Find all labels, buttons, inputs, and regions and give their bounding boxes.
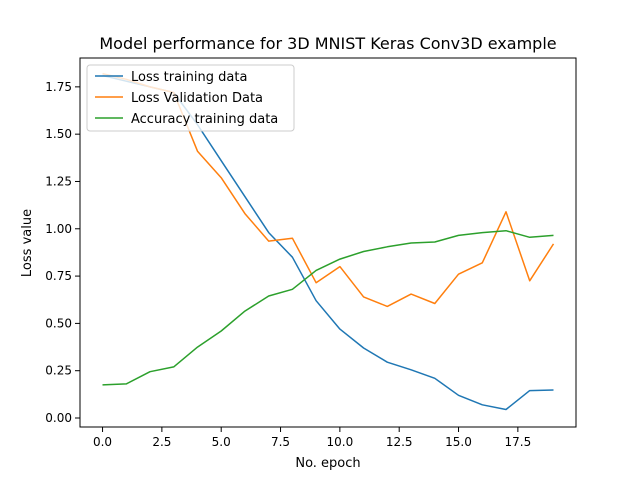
legend: Loss training data Loss Validation Data Ac…	[86, 64, 295, 132]
y-tick-label: 1.25	[45, 174, 72, 188]
series-line-3	[102, 229, 554, 386]
y-tick-label: 1.75	[45, 80, 72, 94]
legend-box	[86, 64, 295, 132]
y-axis-ticks: 0.00 0.25 0.50 0.75 1.00 1.25 1.50 1.75	[45, 80, 80, 425]
x-axis-ticks: 0.0 2.5 5.0 7.5 10.0 12.5 15.0 17.5	[93, 427, 531, 449]
x-tick-label: 12.5	[386, 435, 413, 449]
y-tick-label: 1.00	[45, 222, 72, 236]
x-tick-label: 5.0	[212, 435, 231, 449]
x-tick-label: 10.0	[327, 435, 354, 449]
y-tick-label: 0.25	[45, 364, 72, 378]
y-tick-label: 0.75	[45, 269, 72, 283]
y-axis-label: Loss value	[20, 209, 35, 277]
legend-label-2: Loss Validation Data	[131, 91, 263, 106]
chart-title: Model performance for 3D MNIST Keras Con…	[99, 34, 556, 53]
axes-frame	[79, 57, 577, 428]
x-tick-label: 15.0	[445, 435, 472, 449]
x-axis-label: No. epoch	[295, 456, 360, 471]
x-tick-label: 2.5	[152, 435, 171, 449]
legend-label-1: Loss training data	[131, 70, 247, 85]
x-tick-label: 7.5	[271, 435, 290, 449]
y-tick-label: 0.50	[45, 316, 72, 330]
y-tick-label: 0.00	[45, 411, 72, 425]
x-tick-label: 0.0	[93, 435, 112, 449]
legend-label-3: Accuracy training data	[131, 112, 278, 127]
y-tick-label: 1.50	[45, 127, 72, 141]
x-tick-label: 17.5	[504, 435, 531, 449]
